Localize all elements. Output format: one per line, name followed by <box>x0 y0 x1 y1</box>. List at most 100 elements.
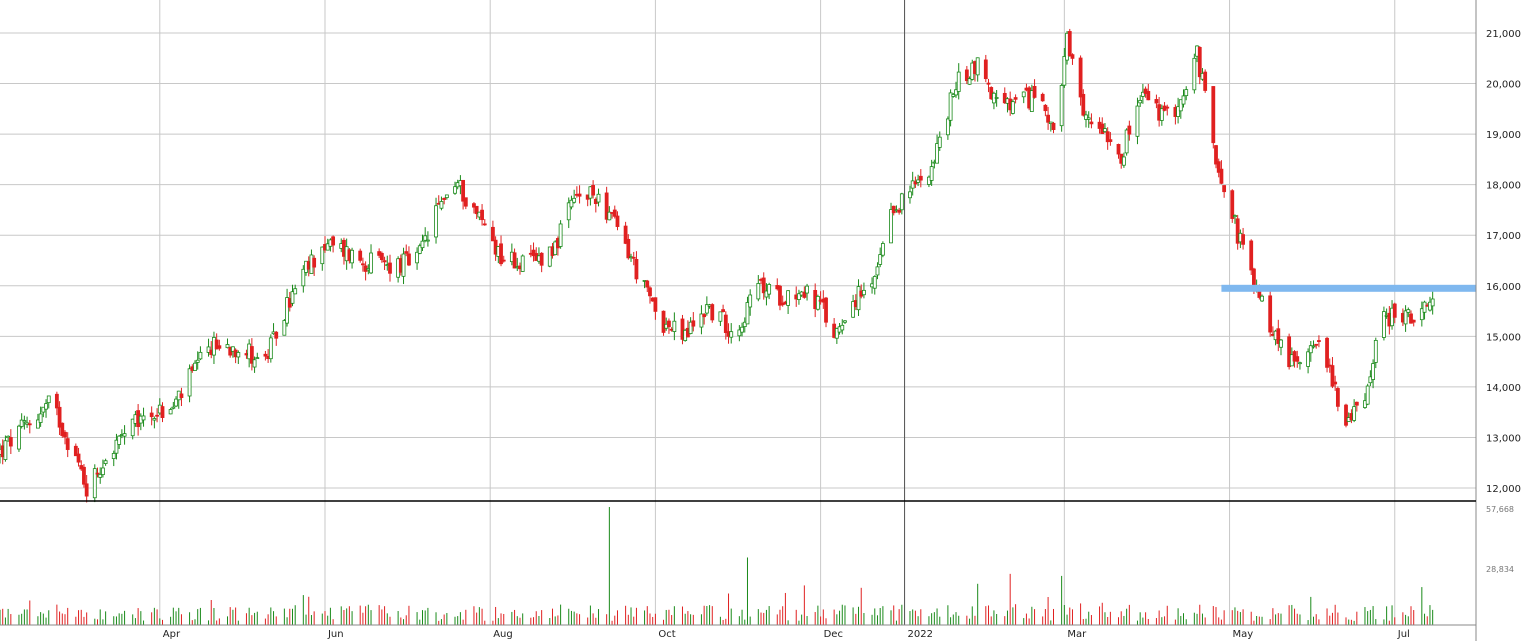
candle-body <box>1422 301 1427 313</box>
candle-body <box>634 258 639 280</box>
candle-body <box>17 425 21 450</box>
candle-body <box>179 393 184 398</box>
candle-body <box>1317 340 1321 342</box>
candle-body <box>623 225 628 244</box>
candle-body <box>607 211 612 221</box>
candle-body <box>76 453 81 463</box>
annotations <box>904 0 1476 625</box>
x-tick-label: Aug <box>493 629 513 640</box>
candle-body <box>141 415 146 421</box>
candle-body <box>73 445 78 457</box>
candle-body <box>1419 308 1424 321</box>
candle-body <box>964 69 969 82</box>
candle-body <box>704 304 709 314</box>
candle-body <box>572 197 577 203</box>
candle-body <box>461 179 466 202</box>
candle-body <box>1216 161 1221 173</box>
candle-body <box>1122 156 1126 166</box>
candle-body <box>1233 215 1237 218</box>
candle-body <box>54 393 59 409</box>
candle-body <box>1138 99 1143 104</box>
candle-body <box>301 268 306 287</box>
candle-body <box>1021 91 1026 98</box>
candle-body <box>1070 54 1075 59</box>
candle-body <box>1040 93 1045 102</box>
candle-body <box>388 262 392 274</box>
candle-body <box>149 412 154 418</box>
candle-body <box>1078 57 1083 98</box>
candle-body <box>1127 125 1132 135</box>
x-tick-label: May <box>1233 629 1254 640</box>
candle-body <box>214 339 219 350</box>
candle-body <box>426 239 430 242</box>
candle-body <box>856 286 861 311</box>
candle-body <box>36 419 40 429</box>
candle-body <box>797 293 801 300</box>
candle-body <box>1241 234 1245 245</box>
candle-body <box>499 243 503 265</box>
candle-body <box>268 337 273 360</box>
candle-body <box>369 252 373 274</box>
candle-body <box>1287 336 1292 368</box>
candle-body <box>174 398 178 407</box>
candle-body <box>875 266 880 276</box>
candle-body <box>1352 406 1357 421</box>
candle-body <box>1181 95 1186 105</box>
candle-body <box>986 82 991 85</box>
candle-body <box>1249 240 1254 271</box>
candle-body <box>1279 339 1283 348</box>
candle-body <box>1335 388 1340 407</box>
candle-body <box>249 346 254 364</box>
candle-body <box>382 260 387 263</box>
candle-body <box>767 284 772 295</box>
candle-body <box>312 257 317 268</box>
x-tick-label: Oct <box>658 629 675 640</box>
candle-body <box>1197 47 1202 78</box>
candle-body <box>474 205 479 215</box>
candle-body <box>691 320 696 327</box>
candle-body <box>480 209 484 221</box>
candle-body <box>824 297 828 323</box>
candle-body <box>19 419 24 427</box>
candle-body <box>1330 365 1335 387</box>
y-tick-label: 20,000 <box>1486 80 1521 91</box>
candle-body <box>1124 129 1129 154</box>
candle-body <box>8 437 13 447</box>
candle-body <box>38 413 43 423</box>
candle-body <box>591 185 596 196</box>
candle-body <box>1235 218 1240 244</box>
volume-tick-label: 28,834 <box>1486 565 1514 574</box>
candle-body <box>482 223 487 226</box>
candle-body <box>1203 71 1208 91</box>
candle-body <box>612 209 617 217</box>
candle-body <box>672 320 677 332</box>
candle-body <box>168 409 173 415</box>
candle-body <box>293 288 298 295</box>
candle-body <box>742 321 747 328</box>
candle-body <box>558 223 563 247</box>
candle-body <box>195 359 200 363</box>
candle-body <box>740 326 744 333</box>
candle-body <box>442 197 447 200</box>
candle-body <box>171 406 176 409</box>
candle-body <box>645 280 650 288</box>
candle-body <box>187 368 192 397</box>
candle-body <box>539 252 544 266</box>
candle-body <box>778 285 782 306</box>
candle-body <box>98 473 103 478</box>
candle-body <box>648 287 652 297</box>
candle-body <box>967 78 972 85</box>
candle-body <box>1062 56 1067 86</box>
candle-body <box>1146 90 1151 101</box>
candle-body <box>1295 356 1300 362</box>
candle-body <box>566 202 571 221</box>
candle-body <box>569 199 574 208</box>
candle-body <box>851 301 856 318</box>
candle-body <box>350 249 354 264</box>
candle-body <box>786 290 791 306</box>
candle-body <box>834 328 839 339</box>
candle-body <box>3 440 8 460</box>
candle-body <box>880 243 885 256</box>
candle-body <box>935 143 939 164</box>
candle-body <box>423 235 428 241</box>
